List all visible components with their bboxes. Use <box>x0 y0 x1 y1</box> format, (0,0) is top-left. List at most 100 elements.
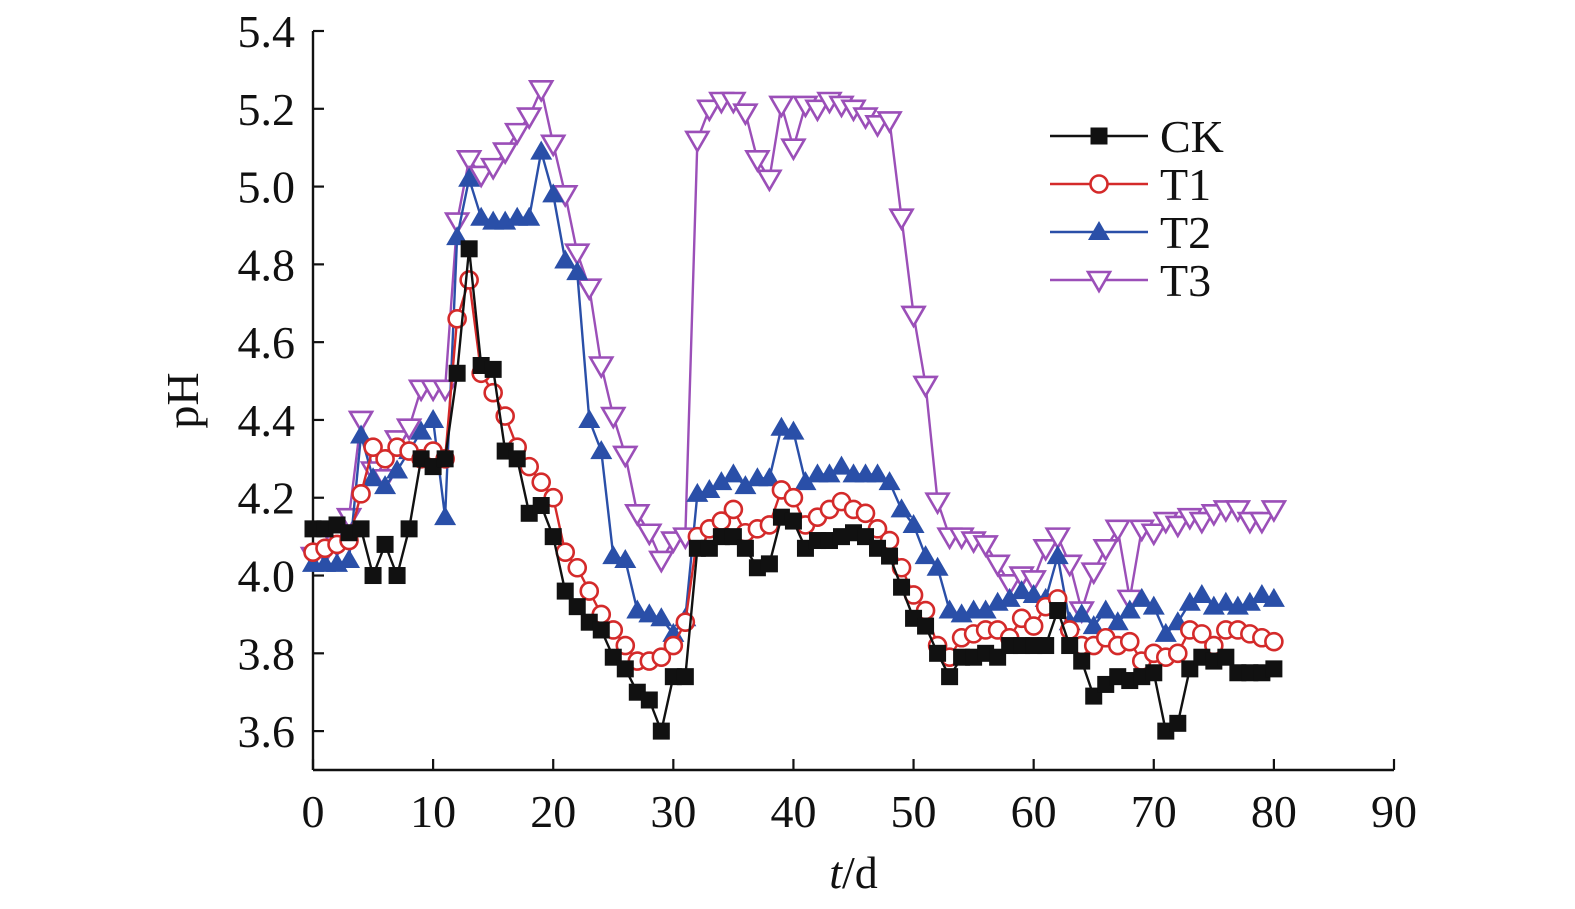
data-point-t2 <box>578 408 601 428</box>
data-point-t1 <box>555 542 576 562</box>
x-tick-label: 40 <box>770 786 816 837</box>
data-point-ck <box>1169 714 1187 732</box>
data-point-t3 <box>780 138 807 162</box>
data-point-t2 <box>590 440 613 460</box>
data-point-t2 <box>650 607 673 627</box>
data-point-t3 <box>696 99 723 123</box>
legend-label-ck: CK <box>1160 111 1224 162</box>
data-point-t2 <box>542 183 565 203</box>
data-point-t1 <box>351 484 371 504</box>
data-point-ck <box>556 582 574 600</box>
y-tick-label: 5.2 <box>238 84 296 135</box>
data-point-t2 <box>362 467 385 487</box>
data-point-t3 <box>888 208 915 232</box>
data-point-t2 <box>794 471 817 491</box>
data-point-t2 <box>1082 615 1105 635</box>
data-point-t2 <box>1010 580 1033 600</box>
data-point-t2 <box>554 249 577 269</box>
data-point-ck <box>736 539 754 557</box>
data-point-t3 <box>563 243 591 267</box>
legend-marker-ck <box>1090 127 1108 145</box>
data-point-t2 <box>458 167 481 187</box>
legend-marker-t3 <box>1085 270 1113 294</box>
x-tick-label: 30 <box>650 786 696 837</box>
x-tick-label: 10 <box>410 786 456 837</box>
data-point-t3 <box>756 169 783 193</box>
data-point-t3 <box>720 91 747 115</box>
data-point-t2 <box>518 206 541 226</box>
data-point-t2 <box>386 459 409 479</box>
data-point-t3 <box>1032 538 1059 562</box>
data-point-t2 <box>602 545 625 565</box>
data-point-t3 <box>900 305 927 329</box>
data-point-t2 <box>1046 545 1069 565</box>
data-point-t2 <box>1070 603 1093 623</box>
x-tick-label: 20 <box>530 786 576 837</box>
data-point-t3 <box>588 356 615 380</box>
data-point-t3 <box>804 99 831 123</box>
data-point-t1 <box>1168 643 1188 664</box>
data-point-t3 <box>648 550 675 574</box>
data-point-ck <box>436 450 454 468</box>
data-point-ck <box>676 668 694 686</box>
x-axis-title: t/d <box>829 847 878 898</box>
legend-marker-t2 <box>1088 221 1110 240</box>
x-tick-label: 90 <box>1371 786 1417 837</box>
data-point-t1 <box>1264 631 1284 652</box>
data-point-t2 <box>1154 622 1177 642</box>
series-t1 <box>303 270 1284 671</box>
data-point-t2 <box>638 603 661 623</box>
data-point-t3 <box>732 103 759 127</box>
x-axis-title-separator: / <box>842 847 855 898</box>
data-point-t2 <box>710 471 733 491</box>
data-point-t3 <box>576 278 603 302</box>
data-point-t2 <box>1262 587 1285 607</box>
x-tick-label: 70 <box>1131 786 1177 837</box>
data-point-ck <box>532 497 550 515</box>
data-point-t2 <box>350 424 373 444</box>
data-point-t1 <box>723 499 744 520</box>
data-point-t3 <box>684 130 711 154</box>
data-point-t2 <box>1130 587 1153 607</box>
data-point-ck <box>376 535 394 553</box>
series-t3 <box>299 80 1288 625</box>
data-point-t2 <box>722 463 745 483</box>
data-point-t2 <box>866 463 889 483</box>
data-point-t2 <box>1238 591 1261 611</box>
data-point-t2 <box>998 587 1021 607</box>
data-point-t3 <box>1260 500 1288 523</box>
data-point-ck <box>760 555 778 573</box>
data-point-ck <box>1037 637 1055 655</box>
data-point-t1 <box>1023 616 1044 636</box>
data-point-t2 <box>698 478 721 498</box>
data-point-t3 <box>467 165 495 189</box>
data-point-t3 <box>395 418 423 442</box>
legend-label-t1: T1 <box>1160 159 1211 210</box>
data-point-ck <box>1073 652 1091 670</box>
data-point-t2 <box>1106 611 1129 631</box>
data-point-t1 <box>1119 631 1140 652</box>
legend-marker-t1 <box>1089 174 1109 194</box>
data-point-t2 <box>614 548 637 568</box>
data-point-ck <box>1265 660 1283 678</box>
series-t2 <box>302 140 1285 642</box>
legend-label-t3: T3 <box>1160 255 1211 306</box>
data-point-t3 <box>491 142 519 166</box>
data-point-t3 <box>515 107 543 131</box>
data-point-ck <box>1049 602 1067 620</box>
data-point-t2 <box>410 420 433 440</box>
data-point-t3 <box>624 503 651 527</box>
data-point-t3 <box>1020 570 1047 594</box>
x-tick-label: 50 <box>891 786 937 837</box>
data-point-ck <box>448 364 466 382</box>
data-point-t2 <box>626 599 649 619</box>
data-point-t3 <box>479 157 507 181</box>
data-point-ck <box>484 360 502 378</box>
data-point-ck <box>508 450 526 468</box>
data-point-t1 <box>663 635 684 656</box>
data-point-t3 <box>503 122 531 146</box>
data-point-t2 <box>1118 599 1141 619</box>
data-point-t3 <box>744 150 771 173</box>
data-point-ck <box>400 520 418 538</box>
